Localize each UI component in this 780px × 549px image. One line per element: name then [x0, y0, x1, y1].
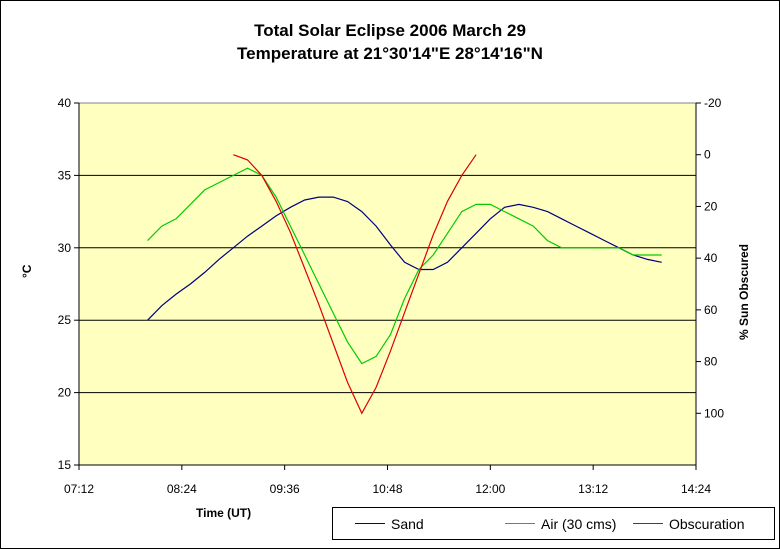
legend-item-obscuration: Obscuration: [633, 508, 744, 539]
y-axis-label: °C: [20, 264, 34, 278]
x-tick-label-13:12: 13:12: [578, 482, 608, 496]
axes: [74, 102, 701, 470]
y2-tick-label-0: 0: [704, 148, 711, 162]
x-tick-label-12:00: 12:00: [475, 482, 505, 496]
legend-swatch-air: [505, 523, 535, 524]
x-tick-label-10:48: 10:48: [372, 482, 402, 496]
legend-swatch-sand: [355, 523, 385, 524]
legend-label-sand: Sand: [391, 515, 424, 532]
y2-tick-label-40: 40: [704, 251, 718, 265]
x-tick-label-09:36: 09:36: [270, 482, 300, 496]
y2-tick-label-60: 60: [704, 303, 718, 317]
plot-area: [78, 102, 697, 466]
chart-subtitle: Temperature at 21°30'14"E 28°14'16"N: [237, 44, 543, 63]
y2-tick-label-20: 20: [704, 199, 718, 213]
x-tick-label-07:12: 07:12: [64, 482, 94, 496]
y-tick-label-40: 40: [58, 96, 72, 110]
tick-labels: 15 20 25 30 35 40 -20 0 20 40 60 80 100 07:12 08:24 09:…: [58, 96, 725, 496]
series-obscuration-line: [233, 154, 477, 415]
y-tick-label-25: 25: [58, 313, 72, 327]
legend-label-obscuration: Obscuration: [669, 515, 745, 532]
y2-tick-label--20: -20: [704, 96, 722, 110]
y-tick-label-20: 20: [58, 386, 72, 400]
y-tick-label-30: 30: [58, 241, 72, 255]
series-air-line: [147, 167, 662, 365]
x-tick-label-14:24: 14:24: [681, 482, 711, 496]
x-axis-label: Time (UT): [196, 506, 252, 520]
legend-item-sand: Sand: [355, 508, 424, 539]
x-tick-label-08:24: 08:24: [167, 482, 197, 496]
legend: Sand Air (30 cms) Obscuration: [332, 507, 775, 540]
series-sand-line: [147, 196, 662, 321]
y-tick-label-15: 15: [58, 458, 72, 472]
legend-swatch-obscuration: [633, 523, 663, 524]
series-lines: [147, 154, 662, 415]
y2-tick-label-100: 100: [704, 406, 724, 420]
chart-title: Total Solar Eclipse 2006 March 29: [254, 21, 526, 40]
legend-item-air: Air (30 cms): [505, 508, 616, 539]
y2-axis-label: % Sun Obscured: [737, 243, 751, 340]
legend-label-air: Air (30 cms): [541, 515, 617, 532]
y-tick-label-35: 35: [58, 168, 72, 182]
grid-lines: [79, 174, 696, 394]
y2-tick-label-80: 80: [704, 355, 718, 369]
